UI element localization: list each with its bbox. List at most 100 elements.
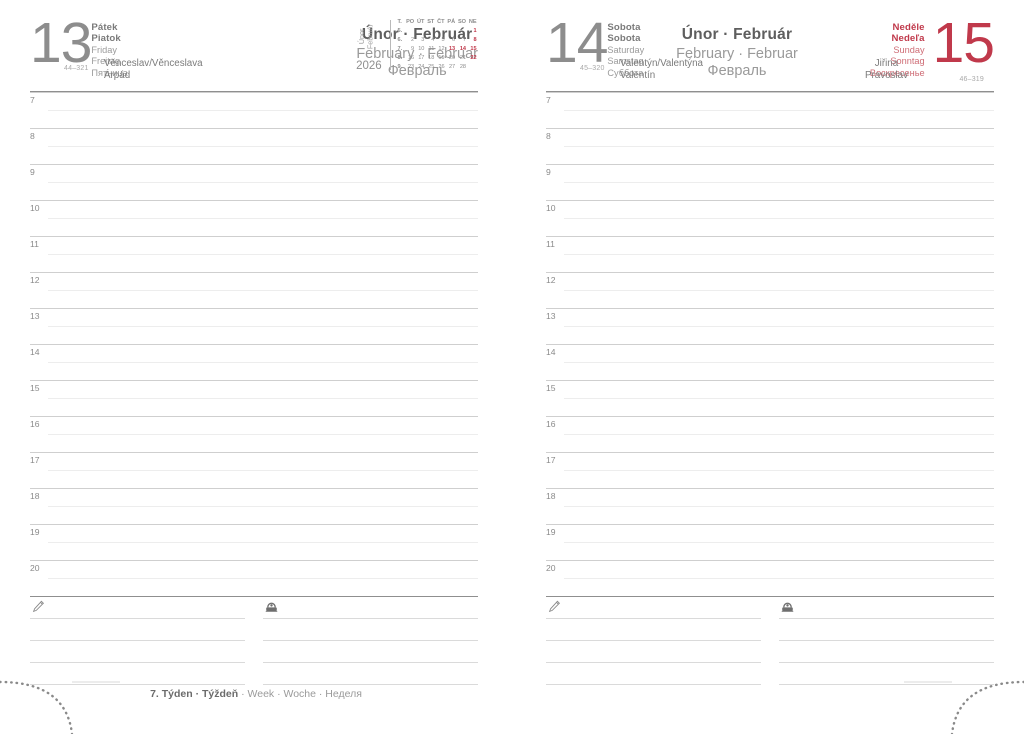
day-name-sun-cs: Neděle <box>892 22 925 33</box>
mini-calendar[interactable]: Únor Február 2026 T. PO ÚT ST ČT PÁ SO NE 5. 1 6. 2… <box>356 18 478 72</box>
hour-row-18[interactable]: 18 <box>546 488 994 524</box>
mini-calendar-grid[interactable]: T. PO ÚT ST ČT PÁ SO NE 5. 1 6. 2 3 4 5 6 7 8 7. 9 10 11 12 13 1… <box>396 18 478 72</box>
note-line[interactable] <box>263 619 478 641</box>
notes-column-memo-right[interactable] <box>546 597 761 685</box>
mini-calendar-day-14[interactable]: 14 <box>459 45 467 52</box>
mini-calendar-day-18[interactable]: 18 <box>428 54 435 61</box>
mini-calendar-day-8[interactable]: 8 <box>473 36 477 43</box>
note-line[interactable] <box>263 663 478 685</box>
hour-row-10[interactable]: 10 <box>30 200 478 236</box>
hour-row-19[interactable]: 19 <box>546 524 994 560</box>
day-names-14: Sobota Sobota Saturday Samstag Суббота <box>607 0 644 79</box>
mini-calendar-day-2[interactable]: 2 <box>411 36 415 43</box>
notes-column-phone-right[interactable] <box>779 597 994 685</box>
hour-row-20[interactable]: 20 <box>546 560 994 596</box>
note-line[interactable] <box>779 663 994 685</box>
note-line[interactable] <box>263 641 478 663</box>
hour-row-15[interactable]: 15 <box>546 380 994 416</box>
hour-row-9[interactable]: 9 <box>546 164 994 200</box>
footer-week-rest-left: · Week · Woche · Неделя <box>238 688 362 700</box>
half-hour-line <box>564 542 994 543</box>
nameday-14-line1: Valentýn/Valentýna <box>620 58 703 69</box>
hour-grid-right[interactable]: 7 8 9 10 11 12 13 14 15 16 17 18 19 20 <box>546 92 994 596</box>
hour-row-7[interactable]: 7 <box>546 92 994 128</box>
hour-row-12[interactable]: 12 <box>546 272 994 308</box>
hour-row-11[interactable]: 11 <box>30 236 478 272</box>
hour-line <box>546 416 994 417</box>
mini-calendar-day-10[interactable]: 10 <box>418 45 425 52</box>
mini-calendar-day-1[interactable]: 1 <box>473 27 477 34</box>
mini-calendar-day-21[interactable]: 21 <box>459 54 467 61</box>
nameday-13-line2: Árpád <box>104 69 131 81</box>
nameday-15-line1: Jiřina <box>874 58 899 69</box>
half-hour-line <box>564 578 994 579</box>
hour-row-10[interactable]: 10 <box>546 200 994 236</box>
mini-calendar-day-23[interactable]: 23 <box>407 63 415 70</box>
hour-row-16[interactable]: 16 <box>546 416 994 452</box>
notes-column-memo-left[interactable] <box>30 597 245 685</box>
mini-calendar-day-7[interactable]: 7 <box>462 36 467 43</box>
note-line[interactable] <box>30 597 245 619</box>
note-line[interactable] <box>263 597 478 619</box>
hour-grid-left[interactable]: 7 8 9 10 11 12 13 14 15 16 17 18 19 20 <box>30 92 478 596</box>
note-line[interactable] <box>546 619 761 641</box>
mini-calendar-day-25[interactable]: 25 <box>428 63 435 70</box>
day-name-cs: Pátek <box>91 22 118 33</box>
mini-calendar-day-empty <box>426 27 436 36</box>
right-month-block: Únor · Február February · Februar Феврал… <box>644 0 870 79</box>
mini-calendar-day-4[interactable]: 4 <box>431 36 435 43</box>
note-line[interactable] <box>546 641 761 663</box>
hour-row-14[interactable]: 14 <box>30 344 478 380</box>
mini-calendar-day-15[interactable]: 15 <box>470 45 477 52</box>
mini-calendar-day-5[interactable]: 5 <box>441 36 445 43</box>
note-line[interactable] <box>779 641 994 663</box>
hour-row-14[interactable]: 14 <box>546 344 994 380</box>
mini-calendar-day-24[interactable]: 24 <box>418 63 425 70</box>
hour-row-12[interactable]: 12 <box>30 272 478 308</box>
hour-row-13[interactable]: 13 <box>546 308 994 344</box>
mini-calendar-day-6[interactable]: 6 <box>452 36 456 43</box>
half-hour-line <box>564 434 994 435</box>
hour-row-17[interactable]: 17 <box>546 452 994 488</box>
mini-calendar-day-26[interactable]: 26 <box>438 63 445 70</box>
half-hour-line <box>48 542 478 543</box>
mini-calendar-day-28[interactable]: 28 <box>459 63 467 70</box>
mini-calendar-day-12[interactable]: 12 <box>438 45 445 52</box>
hour-row-17[interactable]: 17 <box>30 452 478 488</box>
mini-calendar-week-row: 6. 2 3 4 5 6 7 8 <box>396 36 478 45</box>
note-line[interactable] <box>30 641 245 663</box>
note-line[interactable] <box>779 597 994 619</box>
mini-calendar-day-16[interactable]: 16 <box>407 54 415 61</box>
hour-row-15[interactable]: 15 <box>30 380 478 416</box>
hour-row-8[interactable]: 8 <box>30 128 478 164</box>
note-line[interactable] <box>30 663 245 685</box>
mini-calendar-day-27[interactable]: 27 <box>448 63 456 70</box>
hour-row-19[interactable]: 19 <box>30 524 478 560</box>
hour-row-8[interactable]: 8 <box>546 128 994 164</box>
half-hour-line <box>564 398 994 399</box>
hour-row-13[interactable]: 13 <box>30 308 478 344</box>
mini-calendar-day-11[interactable]: 11 <box>428 45 435 52</box>
mini-calendar-day-9[interactable]: 9 <box>411 45 415 52</box>
hour-row-7[interactable]: 7 <box>30 92 478 128</box>
notes-column-phone-left[interactable] <box>263 597 478 685</box>
note-line[interactable] <box>30 619 245 641</box>
mini-calendar-day-3[interactable]: 3 <box>421 36 425 43</box>
mini-calendar-day-22[interactable]: 22 <box>470 54 477 61</box>
notes-section-left[interactable] <box>30 596 478 685</box>
hour-row-20[interactable]: 20 <box>30 560 478 596</box>
note-line[interactable] <box>546 663 761 685</box>
notes-section-right[interactable] <box>546 596 994 685</box>
mini-calendar-day-19[interactable]: 19 <box>438 54 445 61</box>
mini-calendar-day-17[interactable]: 17 <box>418 54 425 61</box>
hour-row-18[interactable]: 18 <box>30 488 478 524</box>
mini-calendar-day-13[interactable]: 13 <box>448 45 456 52</box>
hour-row-11[interactable]: 11 <box>546 236 994 272</box>
hour-row-9[interactable]: 9 <box>30 164 478 200</box>
note-line[interactable] <box>546 597 761 619</box>
mini-calendar-day-20[interactable]: 20 <box>448 54 456 61</box>
note-line[interactable] <box>779 619 994 641</box>
hour-row-16[interactable]: 16 <box>30 416 478 452</box>
half-hour-line <box>564 182 994 183</box>
